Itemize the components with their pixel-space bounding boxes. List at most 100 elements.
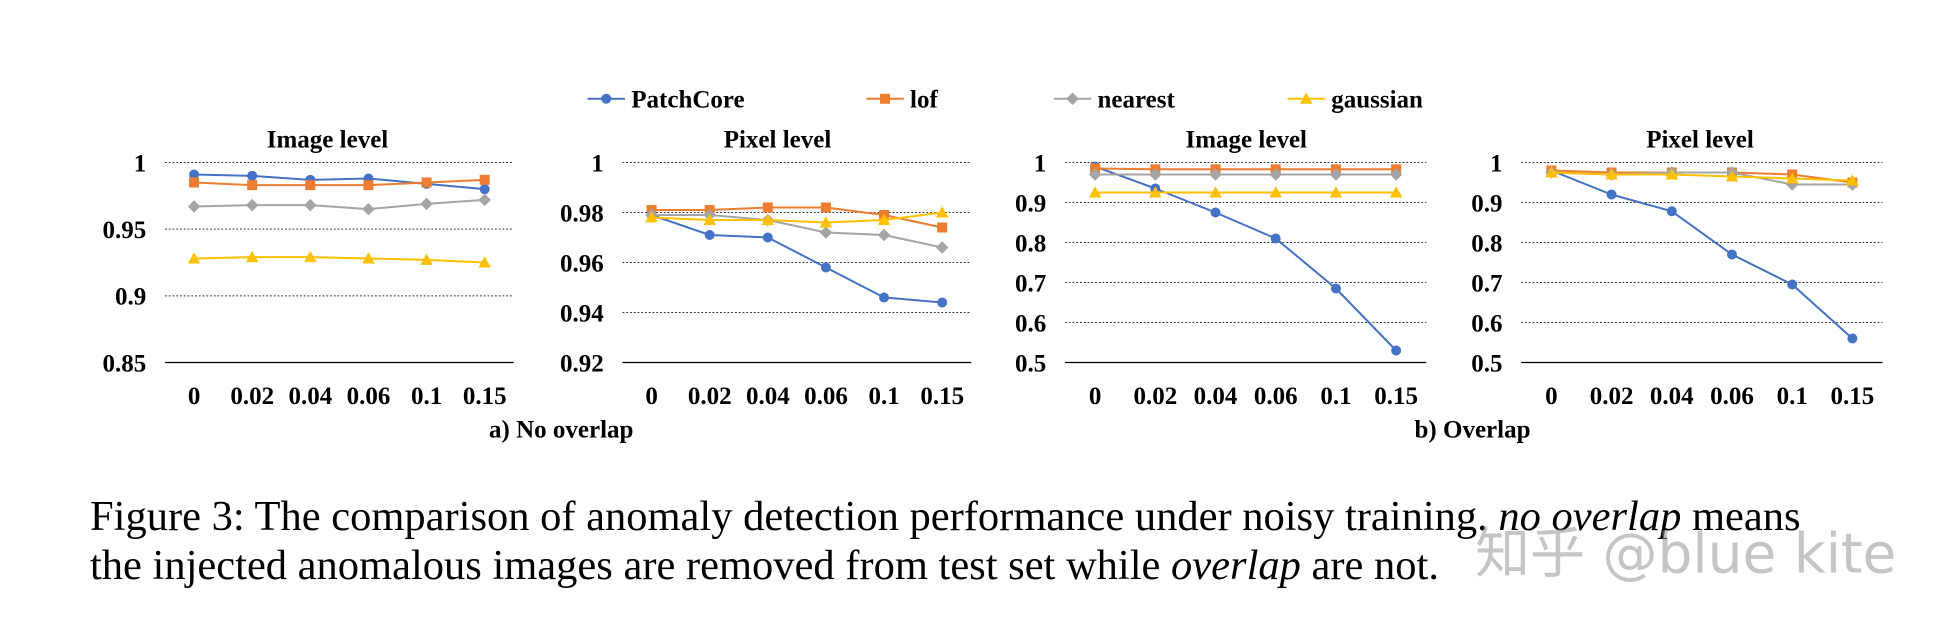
marker <box>1787 279 1798 290</box>
marker <box>479 174 490 185</box>
marker <box>1066 92 1079 105</box>
y-tick-label: 0.95 <box>103 217 147 244</box>
marker <box>1330 283 1341 294</box>
marker <box>245 198 259 212</box>
marker <box>935 241 949 254</box>
marker <box>245 250 259 263</box>
marker <box>420 253 433 265</box>
marker <box>1329 186 1343 198</box>
marker <box>247 170 258 181</box>
x-tick-label: 0 <box>645 383 658 410</box>
series-line <box>194 198 485 211</box>
marker <box>478 256 491 268</box>
series-line <box>651 214 943 304</box>
marker <box>1785 172 1799 184</box>
legend-label: nearest <box>1098 87 1176 114</box>
marker <box>1545 166 1558 178</box>
marker <box>1149 168 1162 181</box>
x-tick-label: 0.02 <box>688 383 732 410</box>
x-tick-label: 0.04 <box>288 383 332 410</box>
marker <box>1088 168 1102 181</box>
marker <box>937 222 948 233</box>
marker <box>820 262 831 273</box>
marker <box>762 232 773 243</box>
x-tick-label: 0 <box>1089 383 1102 410</box>
x-tick-label: 0.1 <box>868 383 899 410</box>
x-tick-label: 0.06 <box>1254 383 1298 410</box>
x-tick-label: 0.15 <box>1374 383 1418 410</box>
marker <box>189 169 200 180</box>
marker <box>1605 168 1618 180</box>
marker <box>761 213 775 225</box>
marker <box>1665 168 1679 180</box>
series-line <box>651 206 943 229</box>
marker <box>601 93 612 104</box>
marker <box>247 180 258 191</box>
marker <box>877 228 891 242</box>
y-tick-label: 0.5 <box>1015 350 1046 377</box>
marker <box>421 177 432 188</box>
marker <box>1210 207 1221 218</box>
y-tick-label: 0.94 <box>560 300 604 327</box>
subcaption: a) No overlap <box>489 417 633 444</box>
chart-title: Image level <box>1186 127 1308 154</box>
caption-text: overlap <box>1171 542 1301 589</box>
y-tick-label: 0.8 <box>1471 230 1502 257</box>
chart-title: Image level <box>267 127 389 154</box>
marker <box>363 180 374 191</box>
marker <box>935 206 949 218</box>
y-tick-label: 0.6 <box>1015 310 1046 337</box>
marker <box>187 252 201 264</box>
legend-label: lof <box>910 87 938 114</box>
marker <box>362 252 375 264</box>
marker <box>1269 186 1282 198</box>
y-tick-label: 0.92 <box>560 350 604 377</box>
caption-text: no overlap <box>1498 493 1681 540</box>
y-tick-label: 1 <box>134 150 147 177</box>
caption-line: the injected anomalous images are remove… <box>90 542 1439 589</box>
marker <box>937 297 948 308</box>
watermark: 知乎 @blue kite <box>1475 522 1896 586</box>
series-line <box>1094 165 1397 352</box>
caption-text: means <box>1681 493 1800 540</box>
marker <box>1209 186 1222 198</box>
legend-label: gaussian <box>1331 87 1423 114</box>
marker <box>478 193 491 207</box>
x-tick-label: 0.15 <box>920 383 964 410</box>
chart-title: Pixel level <box>724 127 832 154</box>
x-tick-label: 0.15 <box>463 383 507 410</box>
marker <box>1725 170 1739 182</box>
marker <box>820 202 831 213</box>
y-tick-label: 0.7 <box>1015 270 1046 297</box>
marker <box>880 93 890 104</box>
y-tick-label: 0.7 <box>1471 270 1502 297</box>
marker <box>1269 168 1282 181</box>
marker <box>1088 186 1102 198</box>
marker <box>645 211 658 223</box>
x-tick-label: 0.1 <box>1320 383 1351 410</box>
marker <box>1149 186 1162 198</box>
marker <box>1389 168 1403 181</box>
y-tick-label: 0.85 <box>103 350 147 377</box>
marker <box>1846 174 1859 186</box>
x-tick-label: 0.02 <box>230 383 274 410</box>
legend-label: PatchCore <box>631 87 744 114</box>
x-tick-label: 0.04 <box>746 383 790 410</box>
y-tick-label: 0.96 <box>560 250 604 277</box>
marker <box>762 202 773 213</box>
marker <box>1666 206 1677 217</box>
marker <box>819 216 833 228</box>
marker <box>420 197 433 211</box>
marker <box>1209 168 1222 181</box>
y-tick-label: 1 <box>1034 150 1047 177</box>
x-tick-label: 0.06 <box>1710 383 1754 410</box>
y-tick-label: 0.8 <box>1015 230 1046 257</box>
marker <box>1726 249 1737 260</box>
x-tick-label: 0 <box>188 383 201 410</box>
marker <box>704 230 715 240</box>
y-tick-label: 1 <box>591 150 604 177</box>
x-tick-label: 0.04 <box>1650 383 1694 410</box>
y-tick-label: 0.5 <box>1471 350 1502 377</box>
